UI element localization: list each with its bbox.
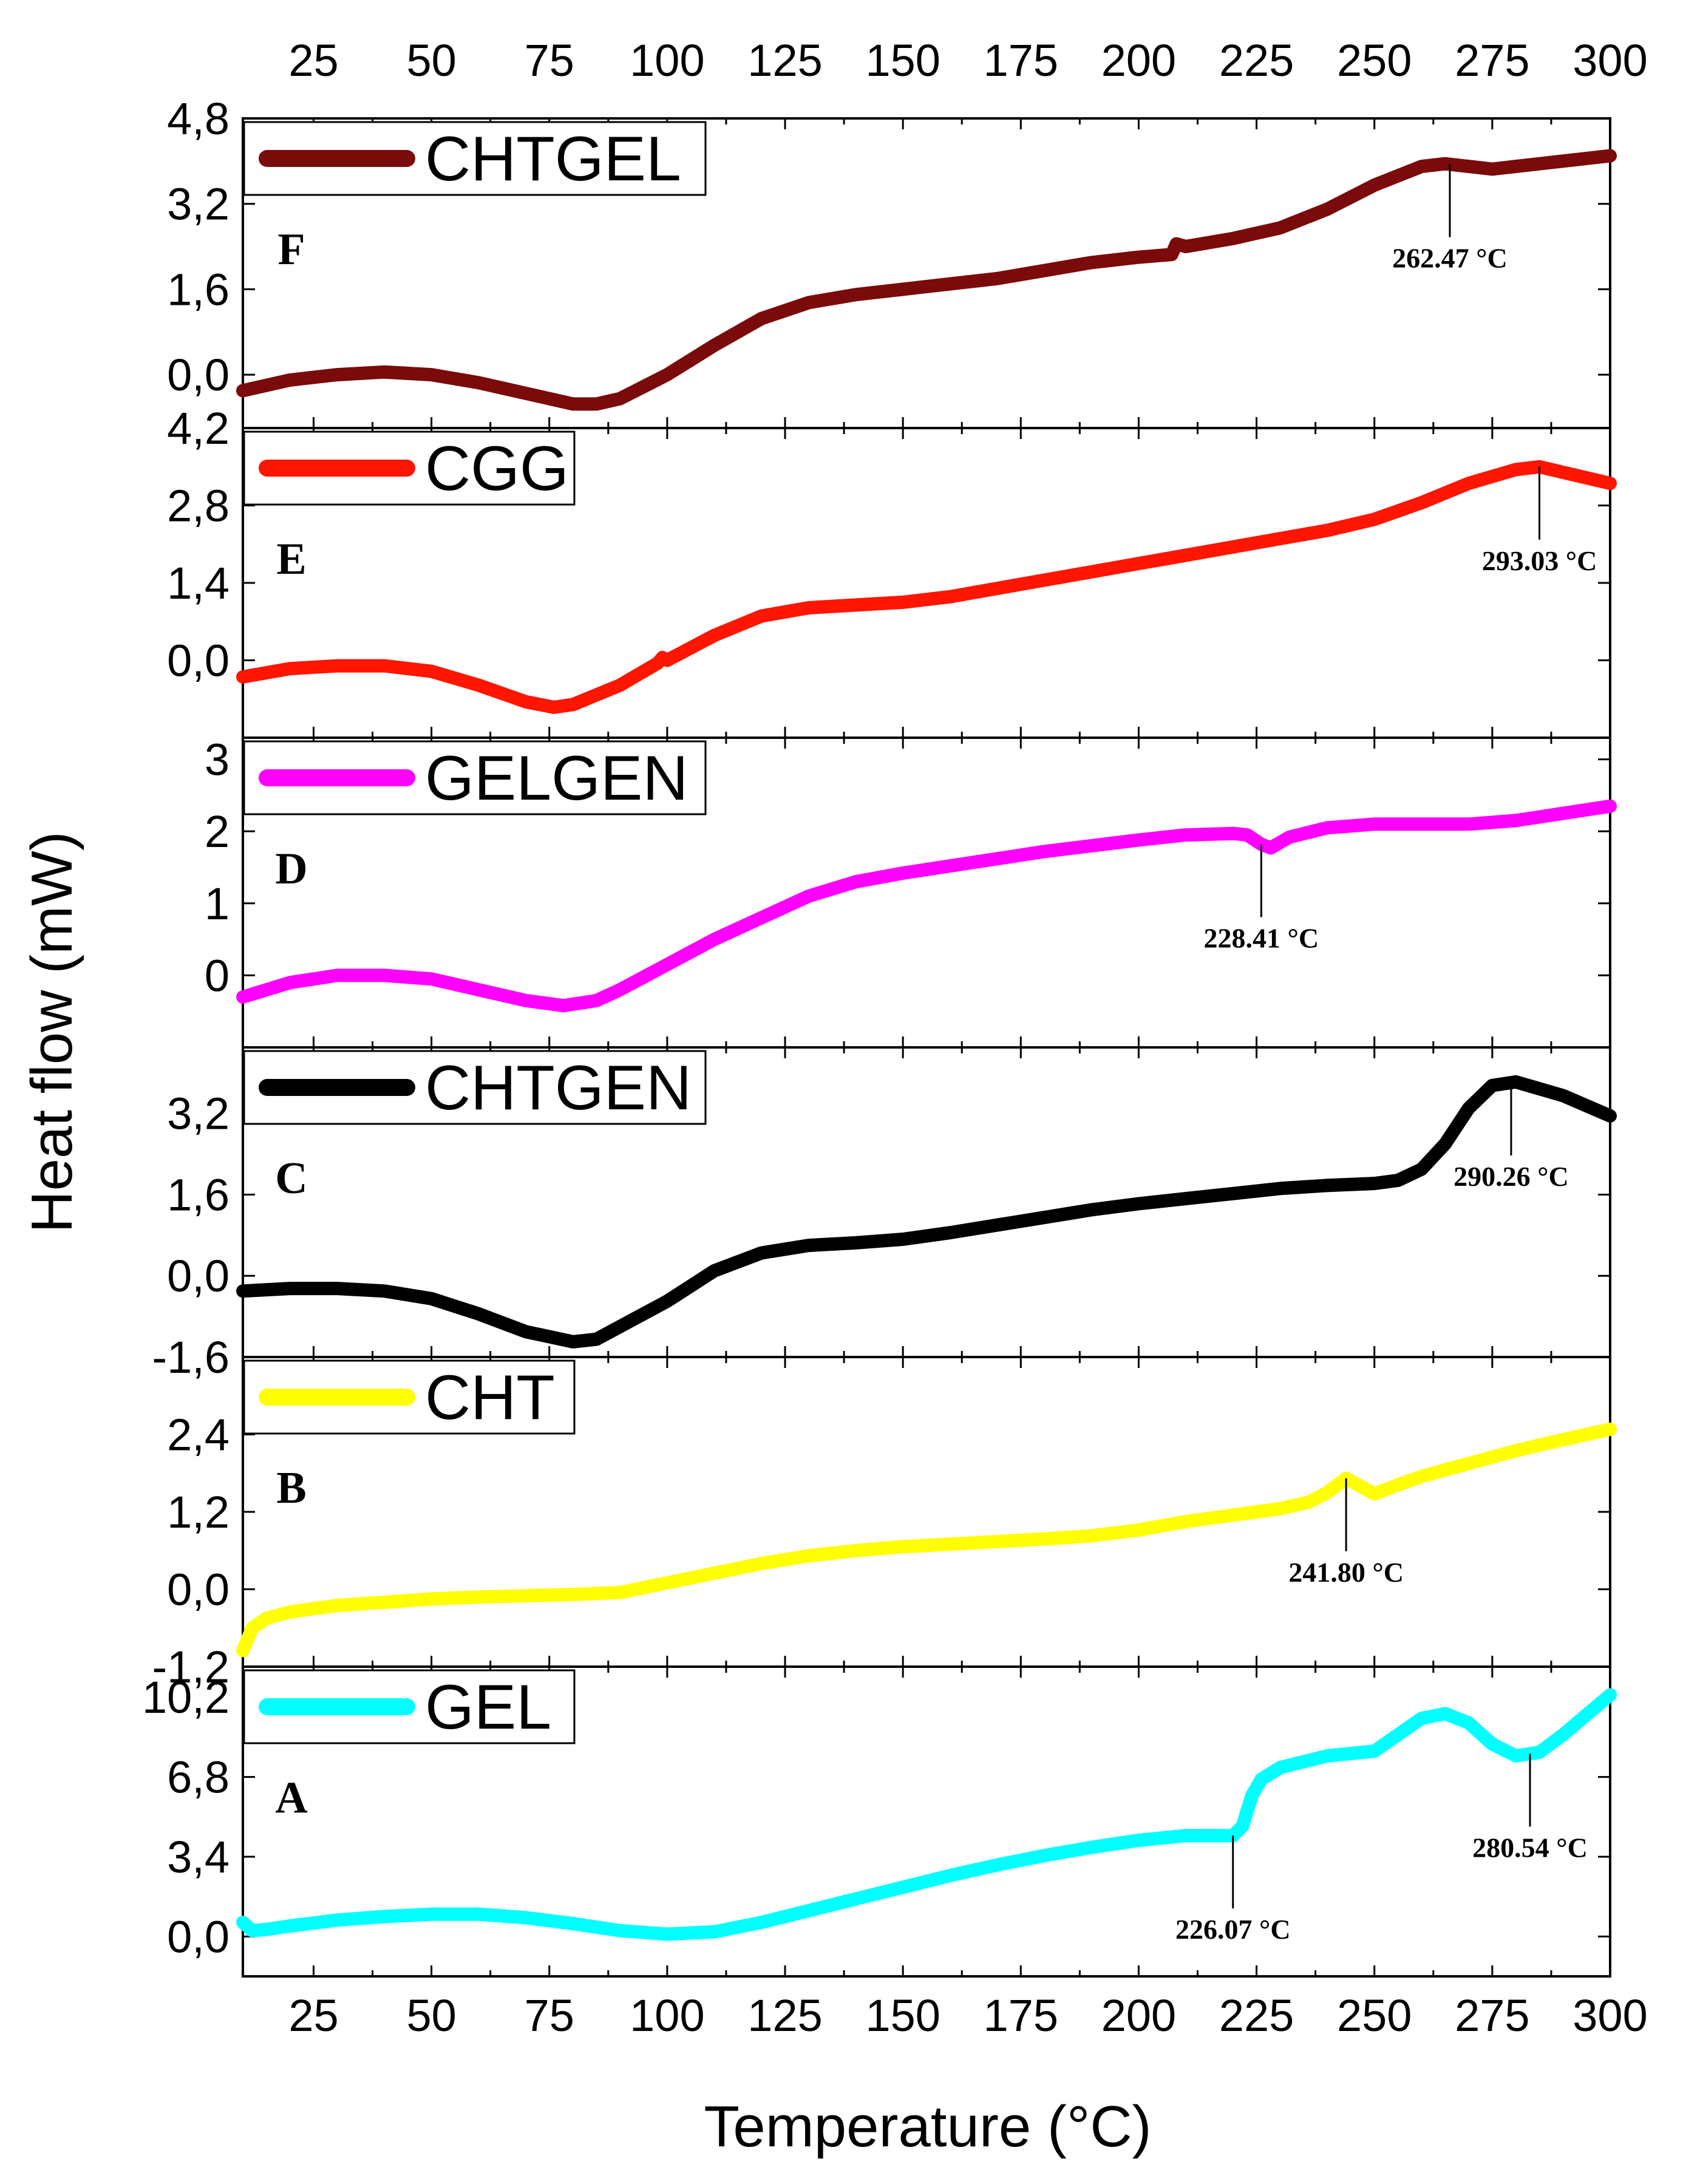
y-tick-label: 3,2 (167, 1089, 229, 1139)
annotation-label: 228.41 °C (1204, 923, 1319, 954)
series-line-gel (236, 1688, 1617, 1941)
y-tick-label: 3 (205, 735, 229, 785)
panel-letter: A (275, 1773, 307, 1823)
panel-a: 0,0 3,4 6,8 10,2 GEL A 226.07 °C 280.54 °C (142, 1665, 1617, 1978)
bottom-x-tick-label: 75 (525, 1990, 574, 2041)
y-tick-label: 1,6 (167, 1169, 229, 1220)
panel-c: -1,6 0,0 1,6 3,2 CHTGEN C 290.26 °C (152, 1046, 1617, 1383)
panel-f: 0,0 1,6 3,2 4,8 CHTGEL F 262.47 °C (167, 94, 1617, 429)
annotation-label: 290.26 °C (1453, 1161, 1569, 1192)
x-axis-title: Temperature (°C) (704, 2094, 1151, 2159)
y-tick-label: 4,2 (167, 403, 229, 454)
y-tick-label: 6,8 (167, 1752, 229, 1803)
annotation-label: 262.47 °C (1392, 243, 1508, 274)
y-tick-label: 0,0 (167, 350, 229, 400)
bottom-x-tick-label: 275 (1455, 1990, 1529, 2041)
annotation-label: 293.03 °C (1482, 545, 1597, 576)
y-tick-label: 0 (205, 950, 229, 1001)
top-x-tick-label: 50 (406, 35, 456, 86)
bottom-x-tick-label: 25 (288, 1990, 338, 2041)
series-line-chtgel (236, 149, 1617, 411)
top-x-tick-label: 175 (984, 35, 1058, 86)
top-x-tick-label: 75 (525, 35, 574, 86)
y-tick-label: 3,2 (167, 179, 229, 230)
top-x-tick-label: 100 (630, 35, 704, 86)
series-line-cht (236, 1423, 1617, 1658)
bottom-x-tick-label: 125 (747, 1990, 822, 2041)
panel-frame (242, 1665, 1611, 1978)
y-tick-label: 0,0 (167, 636, 229, 686)
bottom-x-axis: 25 50 75 100 125 150 175 200 225 250 275 300 (288, 1990, 1647, 2041)
top-x-tick-label: 125 (747, 35, 822, 86)
legend-label: GELGEN (425, 743, 688, 814)
y-tick-label: 1,6 (167, 264, 229, 315)
bottom-x-tick-label: 50 (406, 1990, 456, 2041)
top-x-axis: 25 50 75 100 125 150 175 200 225 250 275 300 (288, 35, 1647, 86)
panel-letter: E (276, 534, 306, 584)
bottom-x-tick-label: 100 (630, 1990, 704, 2041)
annotation-label: 280.54 °C (1472, 1832, 1588, 1863)
bottom-x-tick-label: 150 (865, 1990, 940, 2041)
legend-label: GEL (425, 1672, 551, 1743)
y-tick-label: 0,0 (167, 1911, 229, 1962)
y-tick-label: 1 (205, 879, 229, 929)
top-x-tick-label: 150 (865, 35, 940, 86)
top-x-tick-label: 275 (1455, 35, 1529, 86)
y-tick-label: 0,0 (167, 1251, 229, 1301)
panel-e: 0,0 1,4 2,8 4,2 CGG E 293.03 °C (167, 403, 1617, 739)
y-tick-label: 10,2 (142, 1672, 229, 1723)
bottom-x-tick-label: 300 (1572, 1990, 1647, 2041)
panel-letter: D (275, 844, 307, 894)
legend-label: CHTGEL (425, 124, 681, 194)
y-tick-label: 0,0 (167, 1565, 229, 1615)
y-tick-label: 1,2 (167, 1487, 229, 1537)
top-x-tick-label: 25 (288, 35, 338, 86)
panel-letter: B (276, 1463, 306, 1513)
top-x-tick-label: 200 (1101, 35, 1176, 86)
y-tick-label: 2,4 (167, 1410, 229, 1460)
annotation-label: 241.80 °C (1288, 1557, 1404, 1588)
y-axis-title: Heat flow (mW) (19, 831, 84, 1233)
legend-label: CHT (425, 1362, 555, 1433)
y-tick-label: 2,8 (167, 481, 229, 531)
y-tick-label: -1,6 (152, 1332, 229, 1383)
series-line-chtgen (236, 1075, 1617, 1349)
bottom-x-tick-label: 250 (1337, 1990, 1412, 2041)
legend-label: CGG (425, 434, 569, 504)
series-line-gelgen (236, 799, 1617, 1013)
top-x-tick-label: 250 (1337, 35, 1412, 86)
y-tick-label: 3,4 (167, 1832, 229, 1882)
y-tick-label: 4,8 (167, 94, 229, 144)
panel-d: 0 1 2 3 GELGEN D 228.41 °C (205, 735, 1617, 1049)
panel-letter: C (275, 1154, 307, 1203)
series-line-cgg (236, 460, 1617, 714)
panel-letter: F (277, 225, 305, 274)
annotation-label: 226.07 °C (1175, 1914, 1291, 1945)
top-x-tick-label: 225 (1219, 35, 1294, 86)
bottom-x-tick-label: 175 (984, 1990, 1058, 2041)
y-tick-label: 2 (205, 806, 229, 857)
y-tick-label: -1,2 (152, 1642, 229, 1692)
bottom-x-tick-label: 200 (1101, 1990, 1176, 2041)
top-x-tick-label: 300 (1572, 35, 1647, 86)
y-tick-label: 1,4 (167, 558, 229, 608)
legend-label: CHTGEN (425, 1053, 692, 1123)
bottom-x-tick-label: 225 (1219, 1990, 1294, 2041)
